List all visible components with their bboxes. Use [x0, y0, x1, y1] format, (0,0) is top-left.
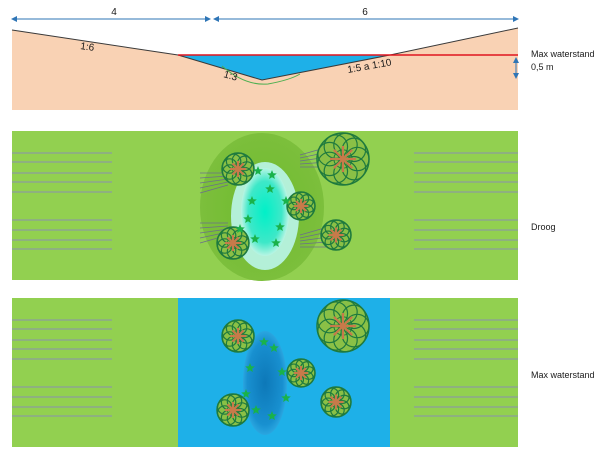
tree-icon	[320, 386, 352, 418]
tree-icon	[221, 152, 255, 186]
wet-grass-lines	[12, 319, 518, 417]
tree-icon	[286, 358, 316, 388]
dry-panel	[12, 131, 518, 281]
reed-star-icon	[245, 363, 255, 372]
dry-trees	[199, 132, 370, 260]
reed-star-icon	[247, 196, 257, 205]
reed-star-icon	[271, 238, 281, 247]
reed-star-icon	[250, 234, 260, 243]
tree-icon	[221, 319, 255, 353]
wet-trees	[216, 299, 370, 427]
reed-star-icon	[241, 389, 251, 398]
dry-grass-lines	[12, 152, 518, 250]
stem-line	[199, 225, 229, 229]
reed-star-icon	[251, 405, 261, 414]
cross-section: 1:6 1:3 1:5 a 1:10	[11, 27, 519, 110]
water-body	[178, 55, 390, 80]
stem-line	[199, 178, 229, 184]
left-width-label: 4	[111, 7, 117, 18]
wet-panel	[12, 298, 518, 447]
reed-star-icon	[281, 196, 291, 205]
dry-panel-label: Droog	[531, 222, 556, 232]
tree-icon	[216, 226, 250, 260]
reed-star-icon	[265, 184, 275, 193]
reed-star-icon	[235, 224, 245, 233]
wet-panel-label: Max waterstand	[531, 370, 595, 380]
reed-star-icon	[269, 343, 279, 352]
slope-inner-label: 1:3	[222, 69, 239, 84]
reed-star-icon	[281, 393, 291, 402]
soil-profile	[12, 28, 518, 110]
tree-icon	[286, 191, 316, 221]
slope-left-label: 1:6	[80, 41, 96, 54]
dimension-arrows: 4 6	[11, 7, 519, 22]
dry-pond	[241, 168, 289, 256]
reed-star-icon	[243, 214, 253, 223]
depth-label: 0,5 m	[531, 62, 554, 72]
tree-icon	[216, 393, 250, 427]
stem-line	[199, 181, 229, 189]
tree-icon	[320, 219, 352, 251]
right-width-label: 6	[362, 7, 368, 18]
stem-line	[199, 184, 229, 194]
reed-star-icon	[259, 337, 269, 346]
reed-star-icon	[253, 166, 263, 175]
ground-line	[11, 27, 519, 81]
bottom-vegetation-line	[221, 65, 301, 85]
reed-star-icon	[267, 170, 277, 179]
reed-star-icon	[277, 367, 287, 376]
reed-star-icon	[275, 222, 285, 231]
tree-icon	[316, 132, 370, 186]
reed-star-icon	[267, 411, 277, 420]
max-water-label: Max waterstand	[531, 49, 595, 59]
tree-icon	[316, 299, 370, 353]
